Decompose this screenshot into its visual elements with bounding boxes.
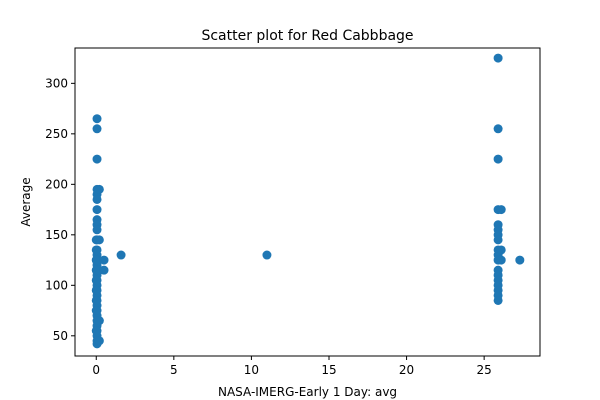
data-point <box>91 275 101 285</box>
data-point <box>493 295 503 305</box>
y-tick-label: 50 <box>53 329 68 343</box>
x-axis-ticks: 0 5 10 15 20 25 <box>92 356 492 377</box>
data-point <box>262 250 272 260</box>
plot-frame <box>74 47 541 357</box>
y-tick-label: 100 <box>45 278 68 292</box>
data-points <box>91 53 525 349</box>
data-point <box>116 250 126 260</box>
data-point <box>493 154 503 164</box>
data-point <box>496 245 506 255</box>
data-point <box>92 225 102 235</box>
data-point <box>91 326 101 336</box>
data-point <box>94 336 104 346</box>
y-axis-ticks: 50 100 150 200 250 300 <box>45 76 75 343</box>
chart-title: Scatter plot for Red Cabbbage <box>201 28 413 44</box>
data-point <box>92 124 102 134</box>
data-point <box>91 285 101 295</box>
y-tick-label: 150 <box>45 228 68 242</box>
data-point <box>92 194 102 204</box>
data-point <box>493 53 503 63</box>
y-axis-label: Average <box>19 177 33 226</box>
data-point <box>94 316 104 326</box>
x-tick-label: 25 <box>477 363 492 377</box>
x-tick-label: 10 <box>244 363 259 377</box>
data-point <box>493 124 503 134</box>
x-axis-label: NASA-IMERG-Early 1 Day: avg <box>218 385 397 399</box>
data-point <box>493 235 503 245</box>
data-point <box>91 306 101 316</box>
y-tick-label: 200 <box>45 177 68 191</box>
data-point <box>99 265 109 275</box>
data-point <box>496 205 506 215</box>
data-point <box>91 255 101 265</box>
data-point <box>94 235 104 245</box>
y-tick-label: 250 <box>45 127 68 141</box>
data-point <box>92 154 102 164</box>
data-point <box>91 295 101 305</box>
data-point <box>92 205 102 215</box>
x-tick-label: 5 <box>170 363 178 377</box>
x-tick-label: 0 <box>92 363 100 377</box>
data-point <box>515 255 525 265</box>
y-tick-label: 300 <box>45 76 68 90</box>
data-point <box>496 255 506 265</box>
x-tick-label: 20 <box>399 363 414 377</box>
x-tick-label: 15 <box>321 363 336 377</box>
data-point <box>94 184 104 194</box>
data-point <box>99 255 109 265</box>
data-point <box>91 245 101 255</box>
data-point <box>92 114 102 124</box>
